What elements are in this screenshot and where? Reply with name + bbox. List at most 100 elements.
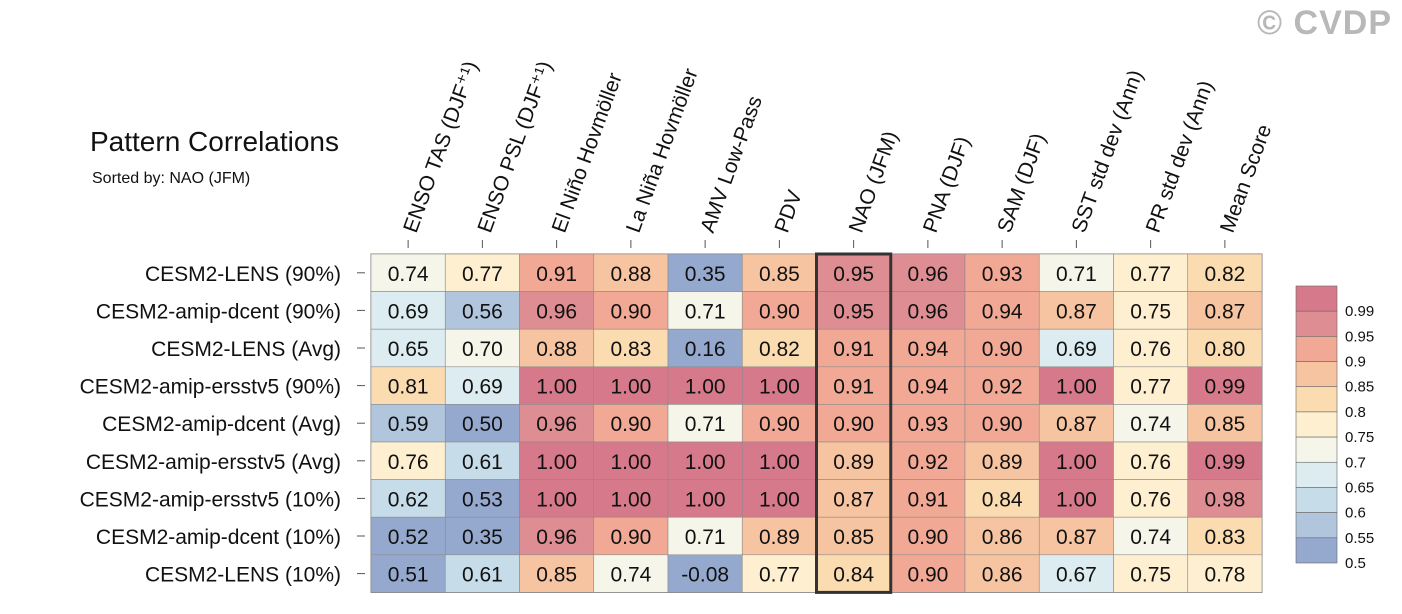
cell-value: 0.69 [462,376,503,399]
cell-value: 0.71 [685,413,726,436]
colorbar-swatch [1295,487,1338,513]
cell-value: 0.61 [462,451,503,474]
heatmap-cell [1187,479,1263,518]
colorbar-swatch [1295,361,1338,388]
colorbar-label: 0.7 [1345,454,1366,471]
cell-value: 0.16 [685,338,726,361]
cell-value: 1.00 [610,488,651,511]
cell-value: 0.83 [1204,526,1245,549]
heatmap-cell [1038,366,1114,405]
column-label: PDV [770,187,806,235]
cell-value: 0.82 [1204,263,1245,286]
cell-value: 0.35 [685,263,726,286]
cell-value: 1.00 [759,488,800,511]
heatmap-cell [1187,441,1263,480]
chart-title: Pattern Correlations [90,126,340,157]
row-label: CESM2-LENS (90%) [145,263,341,286]
cell-value: 1.00 [1056,451,1097,474]
cell-value: 0.91 [907,488,948,511]
row-label: CESM2-amip-ersstv5 (Avg) [86,451,341,474]
cell-value: 0.71 [685,300,726,323]
heatmap-cell [1038,516,1114,556]
cell-value: 0.74 [1130,526,1171,549]
cell-value: 0.87 [1204,300,1245,323]
heatmap-cell [964,366,1040,405]
heatmap-cell [964,554,1040,593]
cell-value: 0.51 [388,564,429,587]
cell-value: 0.94 [982,300,1023,323]
column-label: Mean Score [1216,121,1276,235]
cell-value: 0.93 [907,413,948,436]
cell-value: 1.00 [685,488,726,511]
column-label: El Niño Hovmöller [548,70,627,236]
heatmap-cell [1113,479,1189,518]
heatmap-cell [667,516,743,556]
column-label: PNA (DJF) [919,134,975,236]
cell-value: 0.90 [759,413,800,436]
colorbar-label: 0.85 [1345,379,1374,396]
cell-value: 0.87 [1056,413,1097,436]
heatmap-cell [890,516,966,556]
cell-value: 0.90 [982,413,1023,436]
heatmap-cell [593,328,669,368]
colorbar-label: 0.6 [1345,505,1366,522]
heatmap-cell [964,291,1040,330]
heatmap-cell [519,404,595,443]
heatmap-cell [1113,554,1189,593]
colorbar-swatch [1295,436,1338,463]
heatmap-cell [964,404,1040,443]
cell-value: 0.90 [759,300,800,323]
cell-value: 0.90 [610,413,651,436]
cell-value: 0.77 [1130,263,1171,286]
heatmap-cell [741,328,817,368]
cell-value: 0.65 [388,338,429,361]
cell-value: 0.95 [833,263,874,286]
heatmap-cell [519,516,595,556]
cell-value: 0.85 [759,263,800,286]
cell-value: 0.92 [907,451,948,474]
heatmap-cell [816,404,892,443]
cell-value: 0.87 [833,488,874,511]
cell-value: 1.00 [1056,376,1097,399]
row-label: CESM2-amip-dcent (90%) [96,300,341,323]
heatmap-cell [890,328,966,368]
chart-subtitle: Sorted by: NAO (JFM) [92,170,251,187]
heatmap-cell [370,328,446,368]
heatmap-cell [964,253,1040,292]
heatmap-cell [741,479,817,518]
row-label: CESM2-LENS (10%) [145,564,341,587]
cell-value: 0.70 [462,338,503,361]
colorbar-label: 0.9 [1345,354,1366,371]
row-label: CESM2-amip-dcent (10%) [96,526,341,549]
heatmap-cell [964,328,1040,368]
heatmap-cell [370,479,446,518]
heatmap-cell [519,441,595,480]
colorbar-label: 0.75 [1345,429,1374,446]
colorbar-swatch [1295,336,1338,362]
cell-value: 0.85 [833,526,874,549]
cell-value: 0.71 [685,526,726,549]
colorbar-swatch [1295,386,1338,413]
colorbar-label: 0.55 [1345,530,1374,547]
cell-value: 0.87 [1056,300,1097,323]
cell-value: 0.90 [982,338,1023,361]
cell-value: 0.89 [759,526,800,549]
heatmap-cell [1187,516,1263,556]
cell-value: 1.00 [536,488,577,511]
heatmap-cell [1113,516,1189,556]
heatmap-cell [816,479,892,518]
heatmap-cell [444,328,520,368]
heatmap-cell [1038,404,1114,443]
cell-value: 0.90 [610,300,651,323]
row-label: CESM2-LENS (Avg) [151,338,341,361]
cell-value: 0.69 [1056,338,1097,361]
heatmap-cell [890,253,966,292]
heatmap-cell [964,441,1040,480]
heatmap-cell [890,404,966,443]
heatmap-cell [816,291,892,330]
cell-value: 0.89 [982,451,1023,474]
cell-value: 0.93 [982,263,1023,286]
colorbar-swatch [1295,411,1338,438]
heatmap-cell [370,441,446,480]
cell-value: 0.92 [982,376,1023,399]
